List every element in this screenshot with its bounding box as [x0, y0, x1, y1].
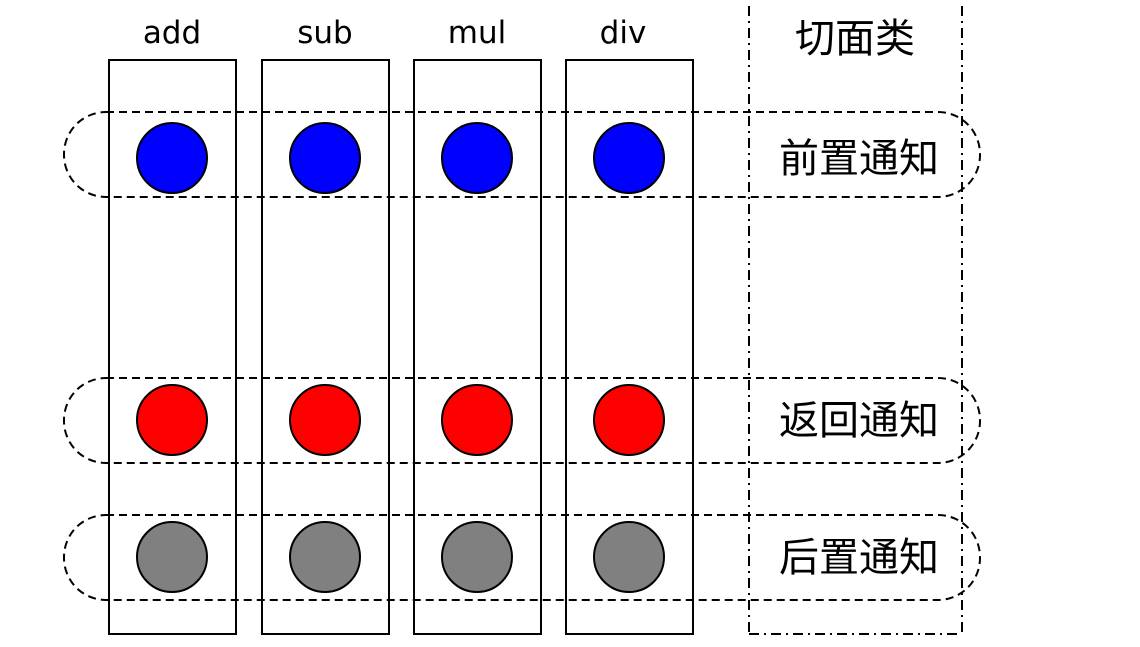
advice-dot-before-add: [136, 122, 208, 194]
method-column-add: add: [108, 15, 237, 635]
advice-dot-after-sub: [289, 521, 361, 593]
advice-label-returning: 返回通知: [779, 398, 939, 444]
advice-dot-before-mul: [441, 122, 513, 194]
advice-outline-after: [63, 514, 981, 601]
method-label-sub: sub: [297, 15, 352, 51]
method-label-add: add: [143, 15, 201, 51]
advice-dot-returning-div: [593, 384, 665, 456]
method-column-sub: sub: [261, 15, 390, 635]
advice-dot-after-add: [136, 521, 208, 593]
advice-dot-after-mul: [441, 521, 513, 593]
advice-label-before: 前置通知: [779, 136, 939, 182]
method-box-div: [565, 59, 694, 635]
advice-label-after: 后置通知: [779, 535, 939, 581]
advice-row-returning: 返回通知: [63, 377, 981, 464]
advice-dot-returning-sub: [289, 384, 361, 456]
advice-dot-returning-mul: [441, 384, 513, 456]
advice-row-after: 后置通知: [63, 514, 981, 601]
advice-outline-returning: [63, 377, 981, 464]
method-label-mul: mul: [448, 15, 506, 51]
advice-dot-before-div: [593, 122, 665, 194]
advice-dot-returning-add: [136, 384, 208, 456]
aspect-label: 切面类: [795, 16, 915, 62]
advice-dot-after-div: [593, 521, 665, 593]
aspect-region: 切面类: [748, 6, 963, 635]
method-column-mul: mul: [413, 15, 542, 635]
advice-outline-before: [63, 111, 981, 198]
method-box-sub: [261, 59, 390, 635]
method-column-div: div: [565, 15, 694, 635]
method-box-add: [108, 59, 237, 635]
advice-row-before: 前置通知: [63, 111, 981, 198]
method-box-mul: [413, 59, 542, 635]
method-columns: add sub mul div: [108, 15, 694, 635]
advice-dot-before-sub: [289, 122, 361, 194]
method-label-div: div: [600, 15, 647, 51]
